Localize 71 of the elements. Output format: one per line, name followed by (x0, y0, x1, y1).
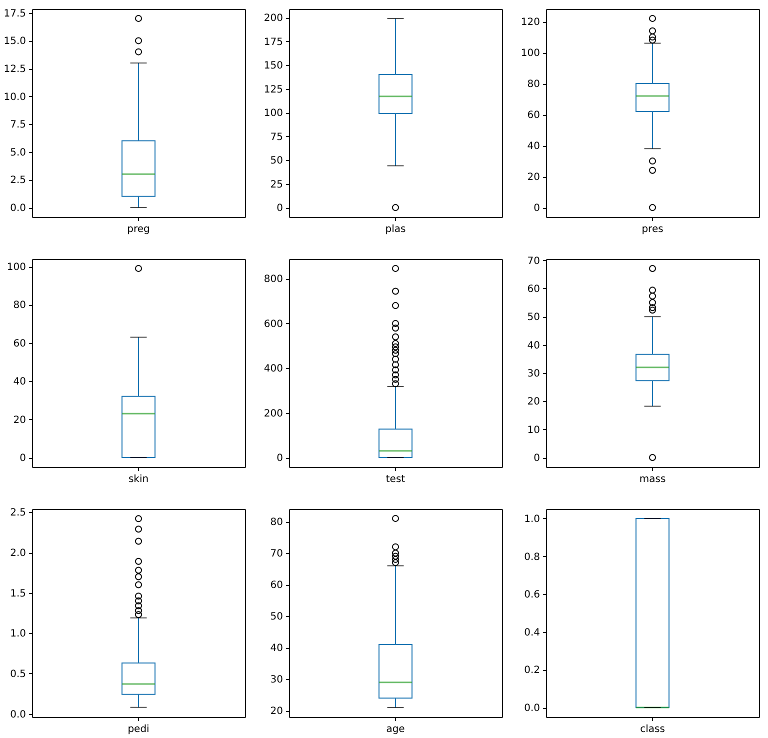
y-tick-label: 20 (270, 706, 283, 718)
y-tick-label: 60 (270, 580, 283, 592)
y-tick-label: 20 (527, 396, 540, 408)
y-tick-label: 200 (264, 13, 283, 24)
y-tick-label: 10 (527, 424, 540, 436)
y-tick-label: 30 (527, 368, 540, 380)
x-tick-label: mass (639, 474, 666, 485)
y-tick-label: 40 (270, 643, 283, 654)
x-tick-label: plas (385, 224, 406, 235)
y-tick-label: 1.5 (10, 588, 26, 600)
y-tick-label: 0.4 (524, 627, 540, 638)
y-tick-label: 1.0 (524, 514, 540, 525)
y-tick-label: 17.5 (4, 8, 26, 20)
y-tick-label: 200 (264, 408, 283, 420)
y-tick-label: 50 (270, 612, 283, 623)
y-tick-label: 0.5 (10, 668, 26, 680)
y-tick-label: 0 (276, 453, 283, 464)
x-tick-label: test (386, 474, 406, 485)
y-tick-label: 100 (6, 262, 26, 274)
y-tick-label: 40 (527, 141, 540, 152)
y-tick-label: 400 (264, 364, 283, 375)
y-tick-label: 2.0 (10, 548, 26, 560)
y-tick-label: 800 (264, 274, 283, 286)
y-tick-label: 600 (264, 318, 283, 330)
y-tick-label: 2.5 (10, 508, 26, 519)
y-tick-label: 10.0 (4, 92, 26, 103)
y-tick-label: 0.8 (524, 552, 540, 563)
y-tick-label: 0.0 (10, 709, 26, 720)
y-tick-label: 0.0 (524, 703, 540, 714)
y-tick-label: 100 (520, 48, 540, 60)
y-tick-label: 80 (13, 300, 26, 312)
y-tick-label: 80 (270, 517, 283, 528)
y-tick-label: 25 (270, 179, 283, 190)
y-tick-label: 40 (527, 340, 540, 352)
y-tick-label: 0.0 (10, 203, 26, 214)
y-tick-label: 100 (264, 108, 283, 120)
y-tick-label: 15.0 (4, 36, 26, 48)
y-tick-label: 60 (13, 338, 26, 350)
y-tick-label: 175 (264, 36, 283, 48)
x-tick-label: preg (127, 224, 150, 235)
x-tick-label: age (386, 724, 405, 735)
y-tick-label: 0.6 (524, 590, 540, 601)
y-tick-label: 125 (264, 84, 283, 96)
y-tick-label: 120 (520, 17, 540, 28)
y-tick-label: 40 (13, 376, 26, 388)
y-tick-label: 60 (527, 284, 540, 295)
y-tick-label: 0.2 (524, 665, 540, 676)
y-tick-label: 7.5 (10, 120, 26, 131)
y-tick-label: 0 (534, 453, 540, 464)
x-tick-label: pres (642, 224, 664, 235)
y-tick-label: 0 (20, 453, 26, 464)
y-tick-label: 70 (270, 548, 283, 560)
y-tick-label: 5.0 (10, 147, 26, 158)
y-tick-label: 20 (13, 414, 26, 426)
y-tick-label: 50 (527, 312, 540, 324)
y-tick-label: 0 (534, 203, 540, 214)
y-tick-label: 1.0 (10, 628, 26, 640)
y-tick-label: 75 (270, 132, 283, 143)
y-tick-label: 20 (527, 172, 540, 184)
y-tick-label: 12.5 (4, 64, 26, 76)
x-tick-label: pedi (128, 724, 150, 735)
y-tick-label: 30 (270, 674, 283, 686)
y-tick-label: 0 (276, 203, 283, 214)
y-tick-label: 50 (270, 156, 283, 167)
x-tick-label: skin (128, 474, 149, 485)
y-tick-label: 150 (264, 60, 283, 72)
y-tick-label: 2.5 (10, 175, 26, 186)
y-tick-label: 80 (527, 79, 540, 90)
x-tick-label: class (640, 724, 665, 735)
y-tick-label: 70 (527, 256, 540, 267)
y-tick-label: 60 (527, 110, 540, 122)
